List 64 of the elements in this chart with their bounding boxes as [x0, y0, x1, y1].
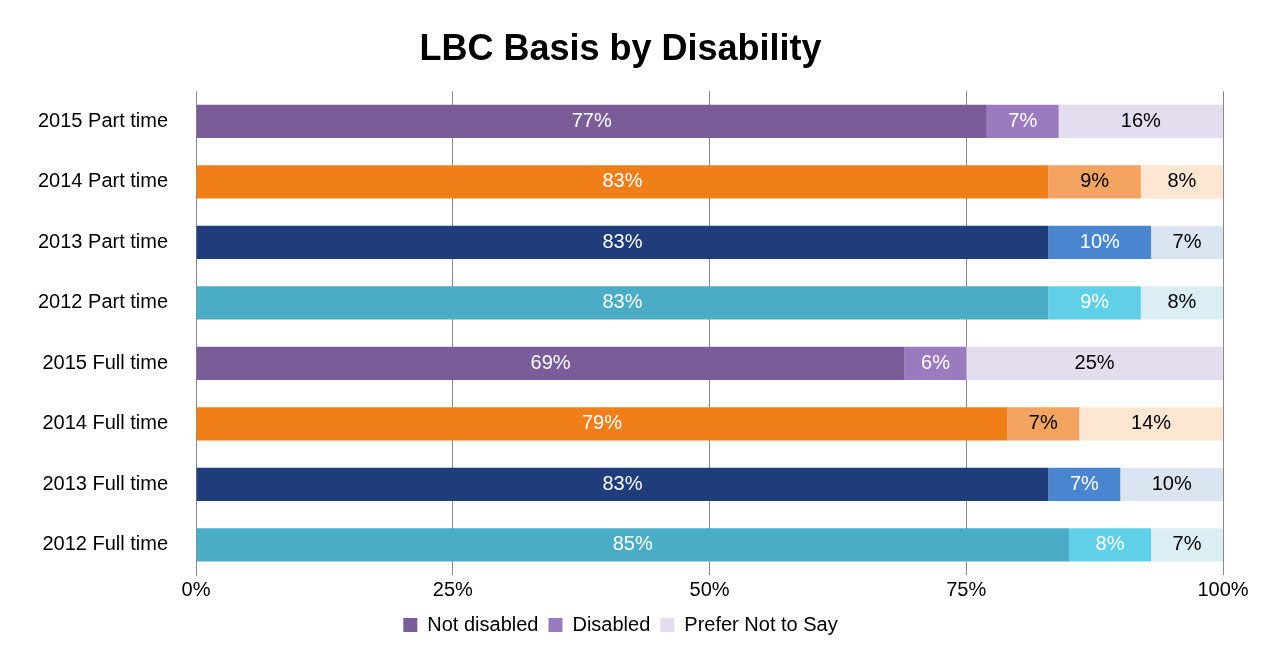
- legend-label: Not disabled: [427, 612, 539, 635]
- bar: [1058, 104, 1223, 139]
- data-label: 85%: [612, 532, 653, 555]
- data-label: 9%: [1080, 169, 1110, 192]
- y-tick-label: 2012 Full time: [42, 532, 169, 555]
- data-label: 7%: [1028, 411, 1058, 434]
- bar: [196, 407, 1008, 441]
- data-label: 7%: [1172, 229, 1202, 252]
- y-tick-label: 2013 Part time: [37, 229, 169, 252]
- bar: [1068, 528, 1152, 562]
- bar: [966, 346, 1223, 380]
- data-label: 25%: [1074, 350, 1115, 373]
- data-label: 16%: [1120, 108, 1162, 131]
- data-label: 10%: [1079, 229, 1120, 252]
- y-tick-label: 2014 Full time: [42, 411, 169, 434]
- data-label: 69%: [530, 350, 571, 373]
- bar: [196, 528, 1069, 562]
- y-tick-label: 2014 Part time: [37, 169, 169, 192]
- data-label: 8%: [1167, 290, 1197, 313]
- legend-label: Prefer Not to Say: [684, 612, 838, 635]
- bar: [1120, 467, 1223, 501]
- data-label: 83%: [602, 290, 643, 313]
- bar: [196, 286, 1049, 320]
- x-tick-label: 25%: [432, 577, 474, 600]
- x-tick-label: 50%: [689, 577, 730, 600]
- bar: [1048, 286, 1141, 320]
- data-label: 8%: [1095, 532, 1125, 555]
- data-label: 83%: [602, 169, 643, 192]
- data-label: 7%: [1008, 108, 1038, 131]
- data-label: 77%: [571, 108, 612, 131]
- bar: [1007, 407, 1080, 441]
- bar: [1048, 165, 1141, 199]
- data-label: 8%: [1167, 169, 1197, 192]
- data-label: 10%: [1151, 471, 1192, 494]
- y-tick-label: 2012 Part time: [37, 290, 169, 313]
- bar: [196, 104, 987, 139]
- bar: [1151, 225, 1223, 260]
- bar: [1140, 165, 1223, 199]
- bar: [1140, 286, 1223, 320]
- data-label: 14%: [1131, 411, 1172, 434]
- bar: [1048, 467, 1121, 501]
- chart-title: LBC Basis by Disability: [419, 26, 822, 68]
- data-label: 83%: [602, 471, 643, 494]
- bar: [196, 346, 905, 380]
- y-tick-label: 2013 Full time: [42, 471, 169, 494]
- y-tick-label: 2015 Full time: [42, 350, 169, 373]
- y-tick-label: 2015 Part time: [37, 108, 169, 131]
- bar: [196, 467, 1049, 501]
- data-label: 6%: [921, 350, 951, 373]
- data-label: 83%: [602, 229, 643, 252]
- bar: [196, 225, 1049, 260]
- bar: [1151, 528, 1223, 562]
- data-label: 7%: [1069, 471, 1100, 494]
- data-label: 79%: [581, 411, 623, 434]
- bar: [1079, 407, 1223, 441]
- data-label: 7%: [1172, 532, 1202, 555]
- data-label: 9%: [1080, 290, 1110, 313]
- x-tick-label: 100%: [1197, 577, 1249, 600]
- x-tick-label: 75%: [946, 577, 987, 600]
- bar: [196, 165, 1049, 199]
- legend-label: Disabled: [572, 612, 651, 635]
- x-tick-label: 0%: [181, 577, 211, 600]
- bar: [1048, 225, 1152, 260]
- bar: [986, 104, 1059, 139]
